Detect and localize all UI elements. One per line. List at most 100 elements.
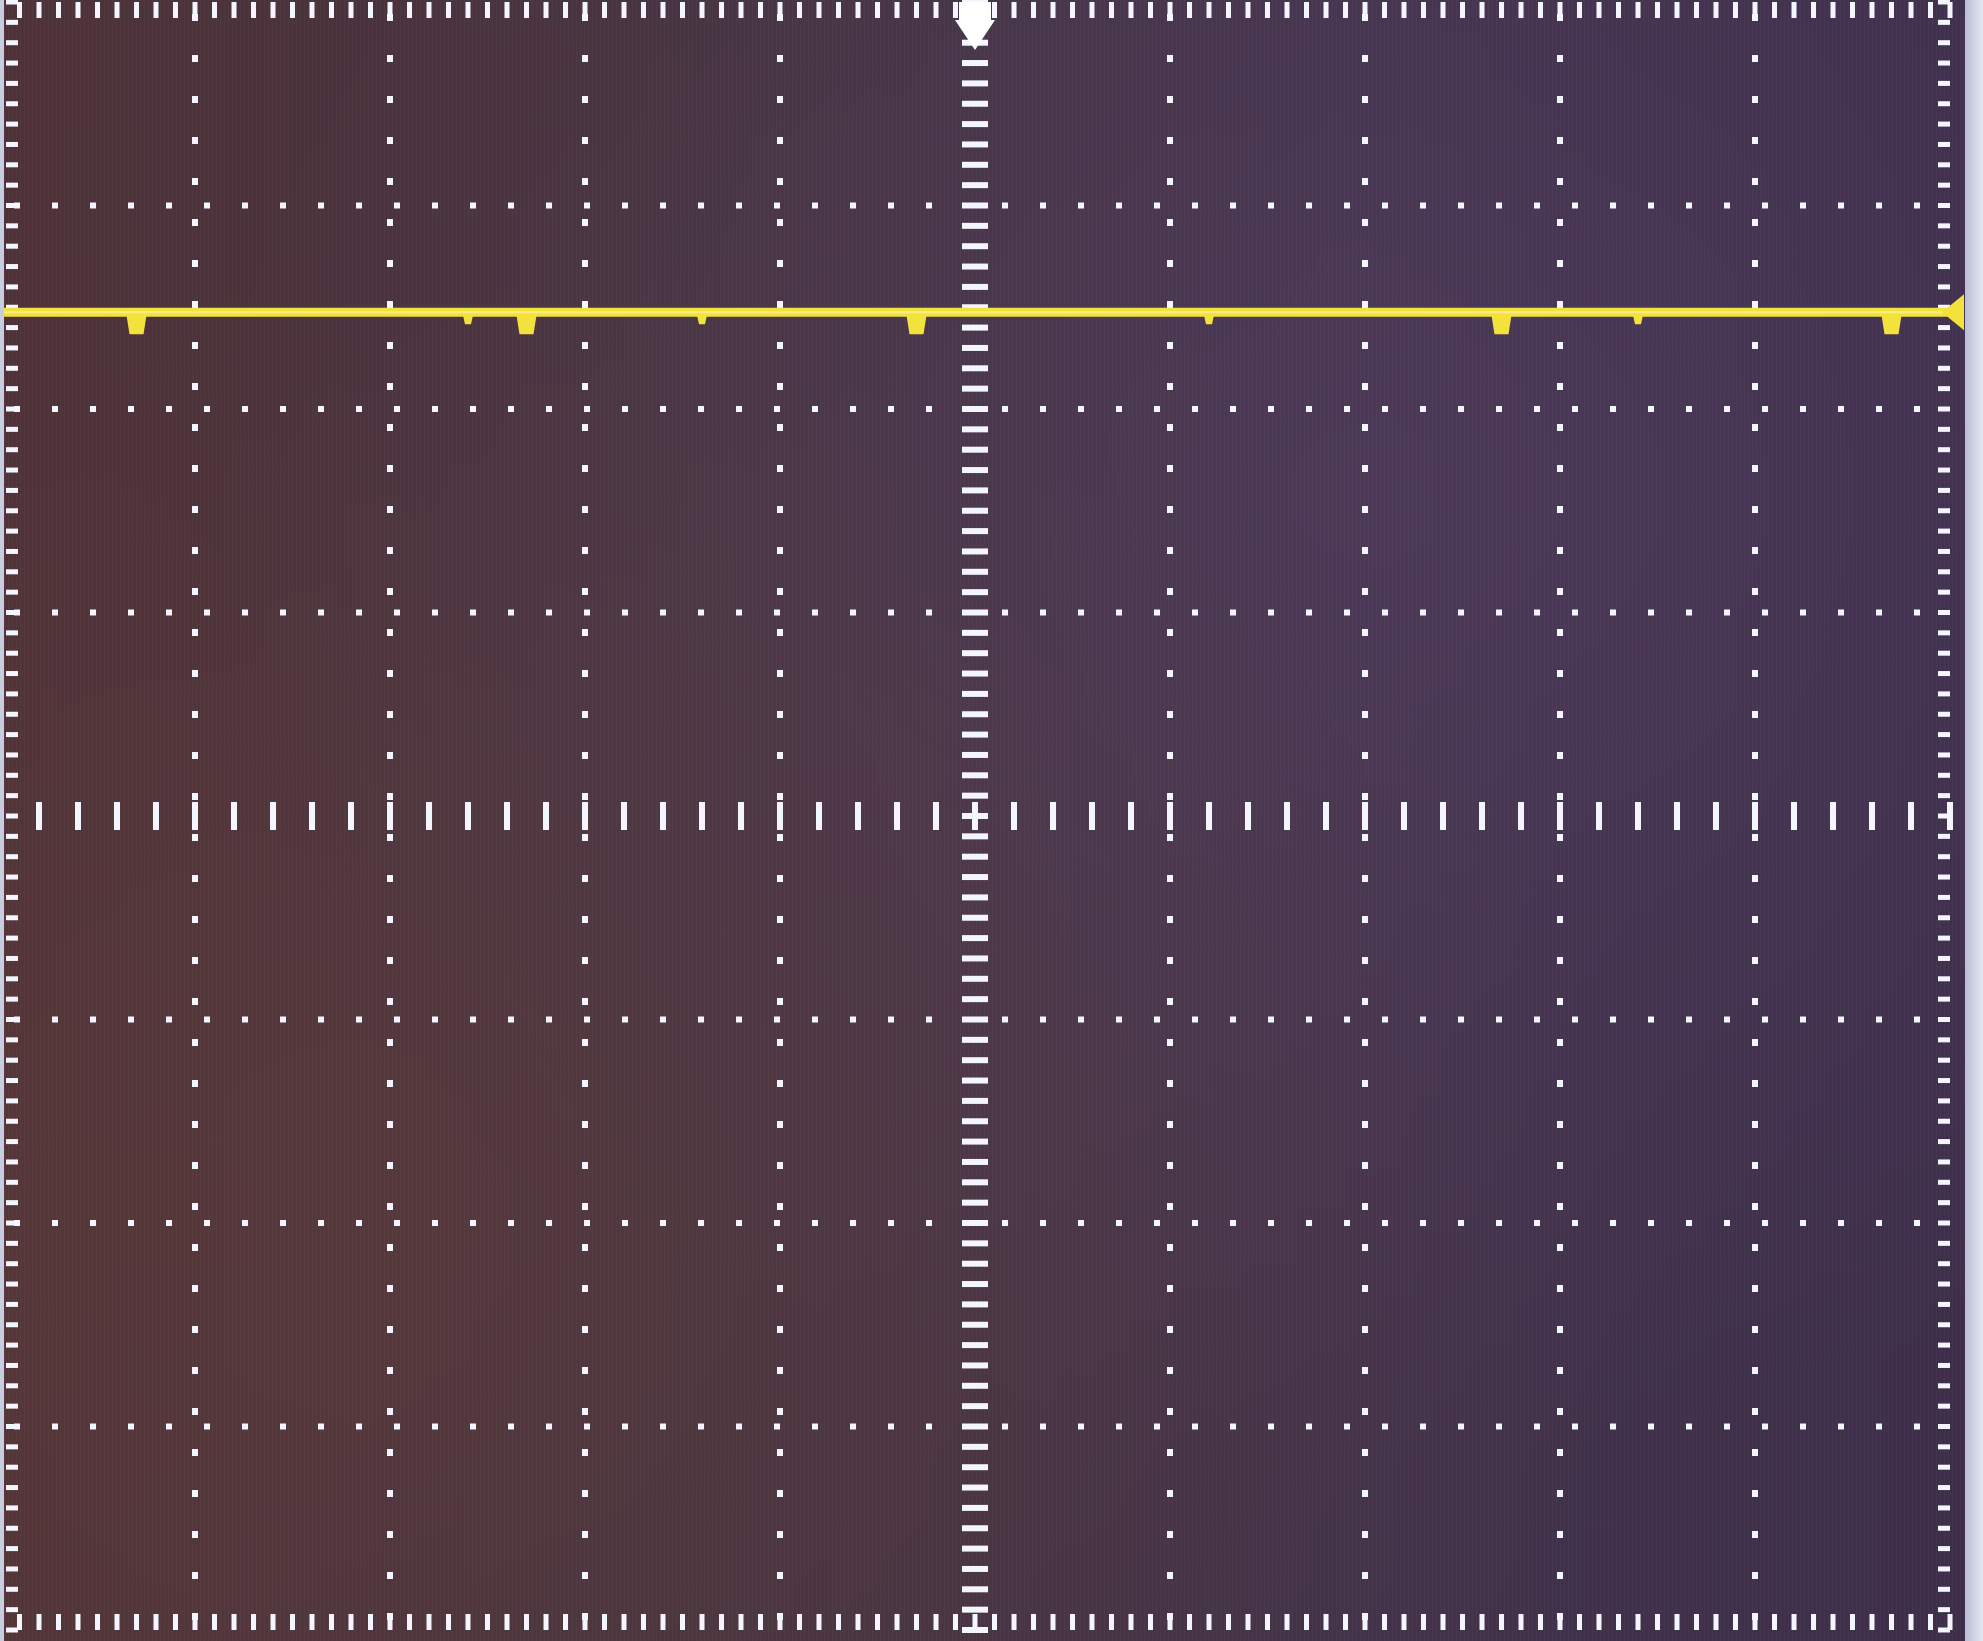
frame-tick-top [1382, 2, 1387, 18]
frame-tick-right [1938, 1078, 1950, 1084]
frame-tick-right [1938, 894, 1950, 900]
frame-tick-right [1938, 1505, 1950, 1511]
center-axis-tick [962, 1179, 988, 1186]
frame-tick-left [6, 1200, 18, 1206]
frame-tick-bottom [1538, 1614, 1543, 1630]
frame-tick-bottom [1869, 1614, 1875, 1630]
center-axis-tick [962, 996, 988, 1003]
frame-tick-left [6, 1118, 18, 1124]
frame-tick-right [1938, 1261, 1950, 1267]
center-axis-tick [309, 802, 315, 830]
frame-tick-left [6, 793, 18, 799]
center-axis-tick [962, 1281, 988, 1288]
center-axis-tick [962, 1057, 988, 1064]
frame-tick-bottom [1616, 1614, 1621, 1630]
ch1-minor-dip [463, 315, 473, 325]
frame-tick-right [1938, 650, 1950, 656]
center-axis-tick [962, 1321, 988, 1328]
frame-tick-bottom [582, 1614, 588, 1630]
frame-tick-top [1830, 2, 1836, 18]
frame-tick-top [563, 2, 568, 18]
frame-tick-left [6, 772, 18, 778]
center-axis-tick [699, 802, 705, 830]
center-axis-tick [962, 1260, 988, 1267]
frame-tick-top [348, 2, 354, 18]
center-axis-tick [962, 711, 988, 718]
center-axis-tick [962, 1504, 988, 1511]
center-axis-tick [962, 1545, 988, 1552]
frame-tick-right [1938, 772, 1950, 778]
frame-tick-bottom [1440, 1614, 1446, 1630]
frame-tick-top [797, 2, 802, 18]
frame-tick-top [75, 2, 81, 18]
center-axis-tick [1401, 802, 1407, 830]
frame-tick-left [6, 1403, 18, 1409]
frame-tick-bottom [660, 1614, 666, 1630]
frame-tick-top [1811, 2, 1816, 18]
frame-tick-right [1938, 1464, 1950, 1470]
frame-tick-top [582, 2, 588, 18]
center-axis-tick [660, 802, 666, 830]
frame-tick-right [1938, 447, 1950, 453]
frame-tick-bottom [1167, 1614, 1173, 1630]
frame-tick-right [1938, 915, 1950, 921]
frame-tick-left [6, 1505, 18, 1511]
frame-tick-top [1596, 2, 1602, 18]
frame-tick-top [1518, 2, 1524, 18]
frame-tick-bottom [1655, 1614, 1660, 1630]
frame-tick-right [1938, 996, 1950, 1002]
frame-tick-right [1938, 0, 1950, 5]
frame-tick-bottom [1772, 1614, 1777, 1630]
frame-tick-bottom [290, 1614, 295, 1630]
frame-tick-top [855, 2, 861, 18]
center-axis-tick [962, 324, 988, 331]
frame-tick-top [1167, 2, 1173, 18]
center-axis-tick [962, 446, 988, 453]
frame-tick-top [251, 2, 256, 18]
center-axis-tick [962, 528, 988, 535]
frame-tick-left [6, 1017, 18, 1022]
frame-tick-bottom [1187, 1614, 1192, 1630]
frame-tick-top [1070, 2, 1075, 18]
frame-tick-top [446, 2, 451, 18]
center-axis-tick [962, 304, 988, 311]
center-axis-tick [962, 629, 988, 636]
frame-tick-top [1031, 2, 1036, 18]
center-axis-tick [962, 1362, 988, 1369]
frame-tick-top [914, 2, 919, 18]
center-axis-tick [962, 914, 988, 921]
frame-tick-top [1557, 2, 1563, 18]
frame-tick-top [114, 2, 120, 18]
frame-tick-right [1938, 671, 1950, 677]
frame-tick-bottom [348, 1614, 354, 1630]
frame-tick-bottom [992, 1614, 997, 1630]
frame-tick-left [6, 854, 18, 860]
frame-tick-top [231, 2, 237, 18]
center-axis-tick [962, 609, 988, 616]
frame-tick-bottom [173, 1614, 178, 1630]
frame-tick-left [6, 1322, 18, 1328]
center-axis-tick [962, 731, 988, 738]
frame-tick-right [1938, 1383, 1950, 1389]
center-axis-tick [962, 1138, 988, 1145]
frame-tick-top [933, 2, 939, 18]
frame-tick-left [6, 732, 18, 738]
frame-tick-left [6, 264, 18, 270]
frame-tick-left [6, 80, 18, 86]
center-axis-tick [1206, 802, 1212, 830]
frame-tick-left [6, 589, 18, 595]
frame-tick-bottom [231, 1614, 237, 1630]
frame-tick-bottom [1226, 1614, 1231, 1630]
frame-tick-bottom [719, 1614, 724, 1630]
frame-tick-left [6, 610, 18, 615]
frame-tick-top [1343, 2, 1348, 18]
frame-tick-left [6, 426, 18, 432]
center-axis-tick [962, 548, 988, 555]
frame-tick-bottom [309, 1614, 315, 1630]
center-axis-tick [1791, 802, 1797, 830]
frame-tick-left [6, 365, 18, 371]
frame-tick-bottom [270, 1614, 276, 1630]
center-axis-tick [962, 1525, 988, 1532]
center-axis-tick [1518, 802, 1524, 830]
frame-tick-left [6, 1566, 18, 1572]
